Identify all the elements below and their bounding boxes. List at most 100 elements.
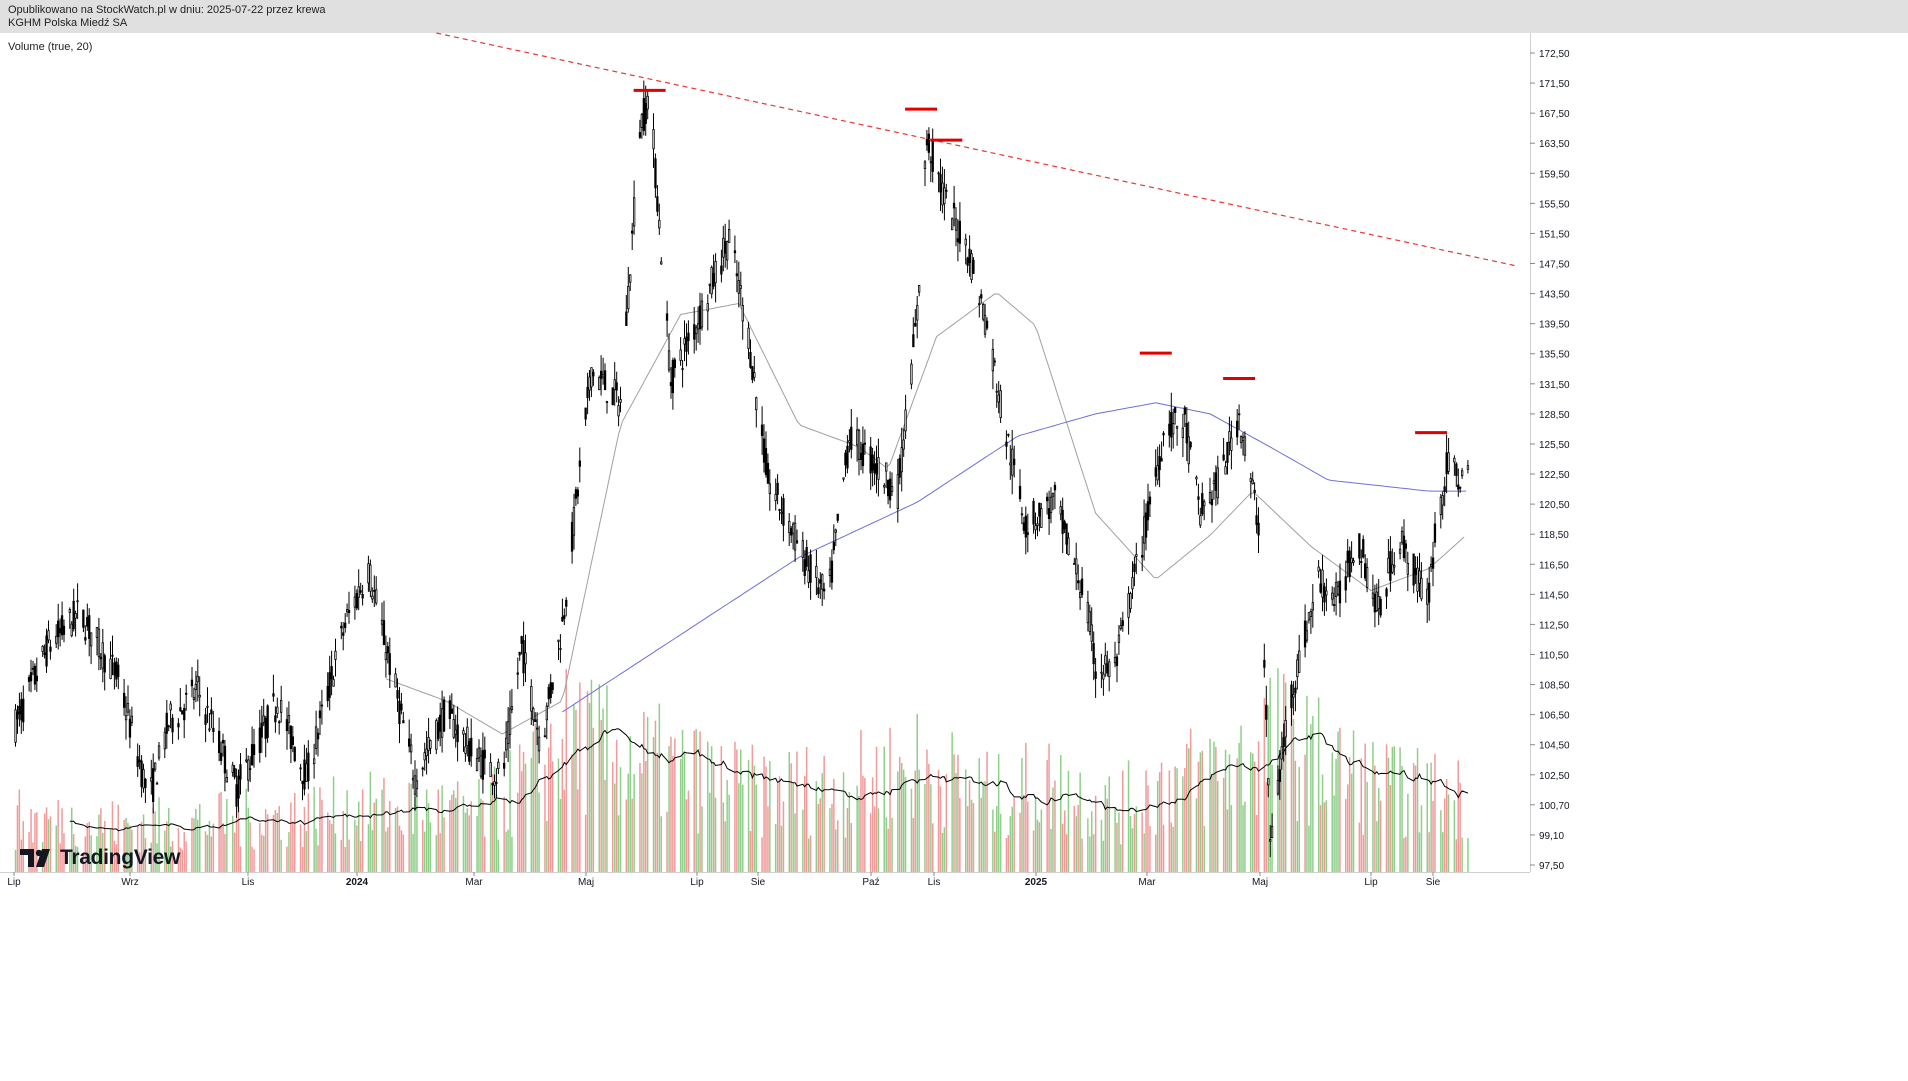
candle-body [330,666,333,680]
candle-body [361,594,364,599]
price-tick-label: 128,50 [1539,410,1570,421]
candle [115,657,118,688]
volume-bar [1203,826,1205,872]
candle [279,685,283,723]
candle-body [983,315,987,335]
candle-body [343,622,347,629]
volume-bar [168,808,170,872]
candle-body [1226,441,1229,463]
volume-bar [577,789,579,872]
candle-body [549,682,552,698]
volume-bar [468,815,470,872]
candle [1222,438,1225,462]
time-tick-label: Lis [928,877,941,888]
candle [43,644,46,659]
candle-body [1144,512,1148,538]
candle-body [1067,537,1070,556]
candle-body [407,738,411,747]
candle-body [210,709,213,715]
candle-body [603,370,607,390]
candle-body [941,182,944,206]
candle-body [1366,567,1369,588]
volume-bar [63,833,65,872]
volume-bar [348,839,350,872]
candle-body [1077,580,1080,584]
candle-body [1100,671,1103,674]
volume-bar [303,807,306,872]
candle [856,417,859,462]
candle [343,613,347,633]
candle [1189,441,1192,450]
candle-body [103,655,106,673]
candle-body [217,730,221,753]
volume-bar [1253,761,1256,872]
candle [1228,416,1231,456]
candle-body [1358,533,1361,559]
candle-body [1282,737,1285,747]
candle [1135,542,1138,575]
candle [693,307,696,354]
candle-body [1404,543,1407,549]
volume-bar [658,703,661,872]
volume-bar [968,780,971,872]
volume-bar [156,843,158,872]
candle-body [1238,413,1241,416]
candle [235,768,238,819]
candle-body [423,752,426,761]
candle-body [547,686,550,700]
volume-bar [1013,797,1015,872]
candle [669,367,673,399]
candle-body [435,720,438,750]
volume-bar [844,837,847,872]
candle [679,337,682,366]
volume-bar [627,773,629,872]
candle [475,748,479,772]
volume-bar [1106,798,1108,872]
candle [1011,430,1014,495]
volume-bar [138,852,141,872]
candle-body [1106,663,1109,674]
candle [991,338,994,390]
candle-body [204,714,207,725]
candle [1210,490,1214,523]
candle-body [871,454,874,471]
volume-bar [1005,838,1008,872]
candle-body [307,752,310,782]
candle-body [84,637,87,641]
candle-body [1416,567,1419,592]
volume-bar [1145,770,1147,872]
candle-body [708,283,711,286]
candle-body [1007,433,1010,436]
candle-body [828,568,832,577]
candle-body [832,541,835,551]
volume-indicator-label[interactable]: Volume (true, 20) [8,41,93,53]
volume-bar [588,702,591,872]
volume-bar [1391,747,1394,872]
volume-bar [1379,800,1382,872]
candle [1172,408,1175,449]
volume-bar [164,830,166,872]
candle-body [1433,523,1437,543]
candle-body [184,692,188,695]
candle-body [1420,577,1423,600]
candle-body [1141,555,1144,558]
candle-body [633,197,636,227]
candle-body [601,373,605,378]
candle-body [656,196,659,212]
volume-bar [245,788,247,872]
candle-body [667,350,671,371]
candle-body [167,725,170,728]
volume-bar [111,801,114,872]
candle [179,688,182,712]
candle-body [1047,508,1051,520]
volume-bar [414,797,416,872]
candle-body [660,261,663,265]
candle [1073,557,1076,565]
volume-bar [274,809,277,872]
volume-bar [1284,682,1287,872]
candle [982,302,985,322]
volume-bar [1376,821,1378,872]
tradingview-logo[interactable]: TradingView [20,845,180,871]
candle-body [1333,604,1336,606]
